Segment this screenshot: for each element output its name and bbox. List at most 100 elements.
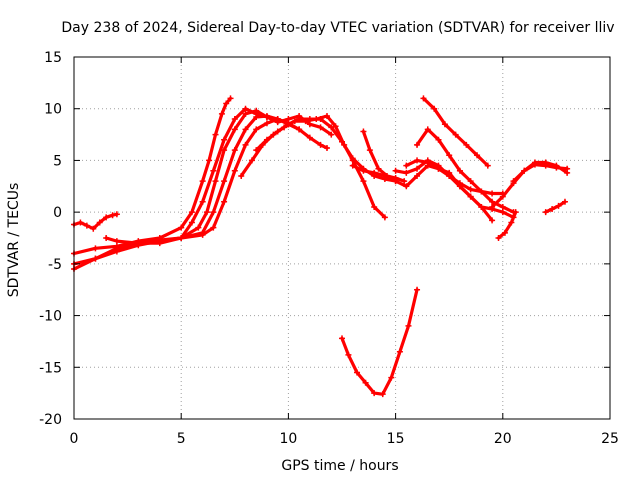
data-point <box>396 348 403 355</box>
data-point <box>113 238 120 245</box>
data-point <box>231 116 238 123</box>
data-point <box>221 198 228 205</box>
data-point <box>420 95 427 102</box>
data-point <box>446 172 453 179</box>
data-point <box>521 167 528 174</box>
data-point <box>178 235 185 241</box>
data-series <box>71 95 571 398</box>
data-point <box>499 203 506 210</box>
y-tick-label: -10 <box>39 309 62 325</box>
series-track-10 <box>340 288 419 396</box>
data-point <box>478 203 485 210</box>
data-point <box>195 224 202 231</box>
data-point <box>317 141 324 148</box>
data-point <box>403 183 410 190</box>
data-point <box>263 112 270 119</box>
data-point <box>339 138 345 145</box>
data-point <box>306 121 313 128</box>
data-point <box>531 161 538 168</box>
data-point <box>210 224 217 231</box>
data-point <box>371 390 378 397</box>
data-point <box>561 198 568 205</box>
data-point <box>188 219 195 226</box>
data-point <box>441 121 448 128</box>
data-point <box>253 126 260 133</box>
data-point <box>467 178 474 185</box>
data-point <box>206 157 213 164</box>
data-point <box>414 286 421 293</box>
y-tick-label: 5 <box>53 153 62 169</box>
x-tick-label: 15 <box>387 431 405 447</box>
data-point <box>242 110 249 117</box>
x-tick-label: 20 <box>494 431 512 447</box>
data-point <box>354 369 361 376</box>
data-point <box>332 123 339 130</box>
data-point <box>435 162 442 169</box>
x-tick-label: 10 <box>279 431 297 447</box>
x-axis-label: GPS time / hours <box>281 458 398 474</box>
data-point <box>403 169 410 176</box>
data-point <box>263 136 270 143</box>
data-point <box>388 374 395 381</box>
series-track-18 <box>496 210 518 240</box>
data-point <box>463 141 470 148</box>
data-point <box>103 214 110 221</box>
data-point <box>285 121 292 128</box>
data-point <box>218 110 225 117</box>
data-point <box>328 131 335 138</box>
data-point <box>495 235 502 241</box>
data-point <box>203 209 210 216</box>
data-point <box>489 203 496 210</box>
data-point <box>103 235 110 241</box>
data-point <box>499 193 506 200</box>
data-point <box>474 152 481 159</box>
data-point <box>274 116 281 123</box>
data-point <box>349 155 356 162</box>
y-tick-label: 0 <box>53 205 62 221</box>
x-tick-label: 5 <box>177 431 186 447</box>
data-point <box>467 193 474 200</box>
data-point <box>564 165 571 172</box>
data-point <box>199 178 206 185</box>
data-point <box>231 167 238 174</box>
data-point <box>263 120 270 127</box>
y-tick-label: 10 <box>44 102 62 118</box>
axis-ticks: 0 5 10 15 20 25 -20 -15 -10 -5 0 5 10 15 <box>39 50 619 447</box>
data-point <box>456 183 463 190</box>
series-track-5 <box>104 114 290 245</box>
data-point <box>92 255 99 262</box>
x-tick-label: 25 <box>601 431 619 447</box>
data-point <box>371 169 378 176</box>
data-point <box>435 136 442 143</box>
data-point <box>360 167 367 174</box>
data-point <box>113 211 120 218</box>
data-point <box>366 147 373 154</box>
data-point <box>362 379 369 386</box>
chart-title: Day 238 of 2024, Sidereal Day-to-day VTE… <box>61 20 614 36</box>
data-point <box>296 126 303 133</box>
data-point <box>109 212 116 219</box>
data-point <box>178 224 185 231</box>
data-point <box>484 162 491 169</box>
data-point <box>199 231 206 238</box>
data-point <box>508 219 515 226</box>
data-point <box>223 100 230 107</box>
data-point <box>77 219 84 226</box>
data-point <box>253 147 260 154</box>
data-point <box>431 105 438 112</box>
data-point <box>446 152 453 159</box>
data-point <box>188 209 195 216</box>
data-point <box>242 141 249 148</box>
data-point <box>221 147 228 154</box>
data-point <box>221 136 228 143</box>
data-point <box>212 131 219 138</box>
data-point <box>555 202 562 209</box>
data-point <box>253 107 260 114</box>
data-point <box>221 178 228 185</box>
data-point <box>549 206 556 213</box>
data-point <box>379 391 386 398</box>
data-point <box>199 198 206 205</box>
data-point <box>248 157 255 164</box>
data-point <box>452 131 459 138</box>
series-track-14 <box>415 127 516 214</box>
